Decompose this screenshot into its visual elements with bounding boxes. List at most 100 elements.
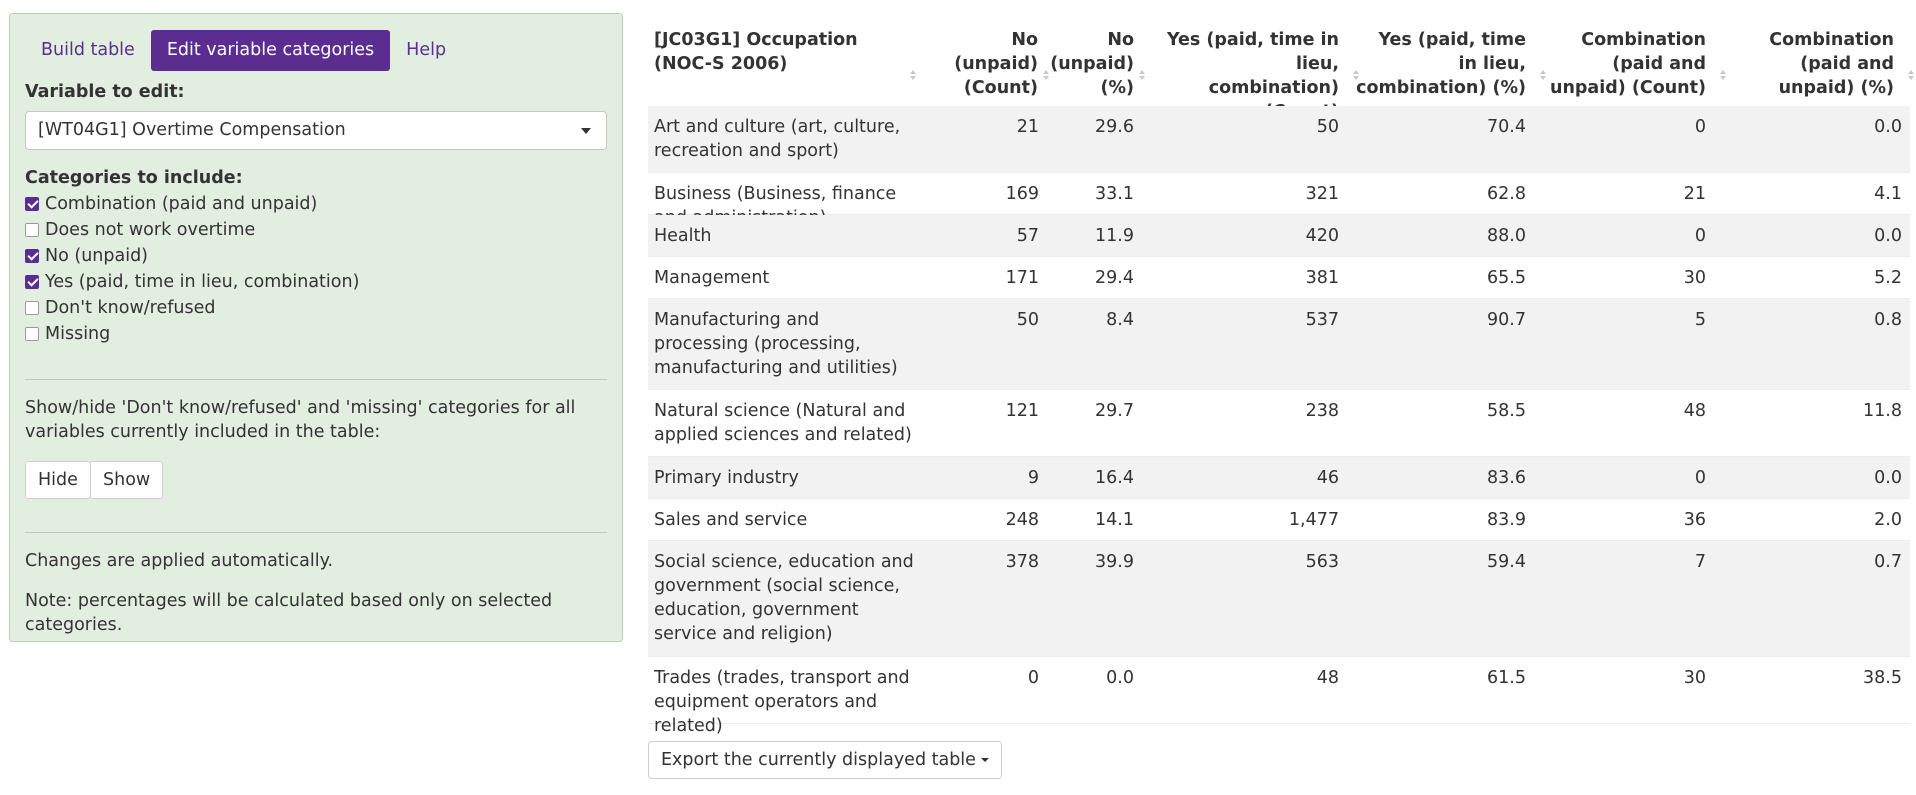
value-cell: 537 xyxy=(1305,310,1339,330)
value-cell: 38.5 xyxy=(1863,668,1902,688)
value-cell: 0 xyxy=(1694,117,1706,137)
value-cell: 0.0 xyxy=(1874,468,1902,488)
value-cell: 50 xyxy=(1316,117,1339,137)
hide-button[interactable]: Hide xyxy=(25,461,91,499)
category-item[interactable]: Missing xyxy=(25,323,110,345)
value-cell: 0.7 xyxy=(1874,552,1902,572)
category-item[interactable]: Yes (paid, time in lieu, combination) xyxy=(25,271,359,293)
tab-build-table[interactable]: Build table xyxy=(41,40,135,60)
column-header-label: [JC03G1] Occupation (NOC-S 2006) xyxy=(654,30,858,74)
table-row: Management 171 29.4 381 65.5 30 5.2 xyxy=(648,257,1910,299)
occupation-cell: Management xyxy=(654,268,770,288)
showhide-text: Show/hide 'Don't know/refused' and 'miss… xyxy=(25,398,576,442)
table-row: Art and culture (art, culture, recreatio… xyxy=(648,106,1910,173)
category-label: Does not work overtime xyxy=(45,220,256,240)
value-cell: 5 xyxy=(1694,310,1706,330)
occupation-cell: Trades (trades, transport and equipment … xyxy=(654,668,910,736)
show-button[interactable]: Show xyxy=(90,461,164,499)
column-header-yes-pct[interactable]: Yes (paid, time in lieu, combination) (%… xyxy=(1354,28,1546,100)
category-item[interactable]: Combination (paid and unpaid) xyxy=(25,193,317,215)
value-cell: 21 xyxy=(1683,184,1706,204)
value-cell: 14.1 xyxy=(1095,510,1134,530)
value-cell: 70.4 xyxy=(1487,117,1526,137)
export-label: Export the currently displayed table xyxy=(661,750,976,770)
column-header-occupation[interactable]: [JC03G1] Occupation (NOC-S 2006) xyxy=(654,28,916,80)
occupation-cell: Social science, education and government… xyxy=(654,552,914,644)
column-header-label: Yes (paid, time in lieu, combination) (%… xyxy=(1356,30,1526,98)
column-header-no-count[interactable]: No (unpaid) (Count) xyxy=(943,28,1049,100)
table-row: Primary industry 9 16.4 46 83.6 0 0.0 xyxy=(648,457,1910,499)
value-cell: 1,477 xyxy=(1288,510,1339,530)
export-table-button[interactable]: Export the currently displayed table xyxy=(648,741,1002,779)
chevron-down-icon xyxy=(581,128,591,134)
column-header-label: Combination (paid and unpaid) (Count) xyxy=(1549,30,1706,98)
category-item[interactable]: No (unpaid) xyxy=(25,245,148,267)
value-cell: 321 xyxy=(1305,184,1339,204)
value-cell: 16.4 xyxy=(1095,468,1134,488)
column-header-combo-pct[interactable]: Combination (paid and unpaid) (%) xyxy=(1728,28,1914,100)
category-checkbox[interactable] xyxy=(25,327,39,341)
auto-apply-note: Changes are applied automatically. xyxy=(25,551,334,571)
value-cell: 58.5 xyxy=(1487,401,1526,421)
occupation-cell: Health xyxy=(654,226,712,246)
value-cell: 0.0 xyxy=(1106,668,1134,688)
value-cell: 48 xyxy=(1316,668,1339,688)
value-cell: 11.8 xyxy=(1863,401,1902,421)
edit-panel: Build table Edit variable categories Hel… xyxy=(9,13,623,642)
category-item[interactable]: Don't know/refused xyxy=(25,297,215,319)
value-cell: 5.2 xyxy=(1874,268,1902,288)
occupation-cell: Manufacturing and processing (processing… xyxy=(654,310,898,378)
column-header-label: No (unpaid) (%) xyxy=(1050,30,1134,98)
occupation-cell: Sales and service xyxy=(654,510,808,530)
value-cell: 62.8 xyxy=(1487,184,1526,204)
category-checkbox[interactable] xyxy=(25,197,39,211)
value-cell: 381 xyxy=(1305,268,1339,288)
percentage-note: Note: percentages will be calculated bas… xyxy=(25,591,553,635)
variable-select[interactable]: [WT04G1] Overtime Compensation xyxy=(25,111,607,150)
table-header: [JC03G1] Occupation (NOC-S 2006) No (unp… xyxy=(648,13,1914,122)
value-cell: 83.9 xyxy=(1487,510,1526,530)
category-checkbox[interactable] xyxy=(25,249,39,263)
category-checkbox[interactable] xyxy=(25,223,39,237)
value-cell: 0.0 xyxy=(1874,117,1902,137)
tab-edit-variable-categories[interactable]: Edit variable categories xyxy=(150,30,391,71)
occupation-cell: Natural science (Natural and applied sci… xyxy=(654,401,912,445)
value-cell: 2.0 xyxy=(1874,510,1902,530)
divider xyxy=(25,379,607,380)
value-cell: 30 xyxy=(1683,268,1706,288)
value-cell: 59.4 xyxy=(1487,552,1526,572)
value-cell: 65.5 xyxy=(1487,268,1526,288)
value-cell: 9 xyxy=(1027,468,1039,488)
category-checkbox[interactable] xyxy=(25,275,39,289)
value-cell: 8.4 xyxy=(1106,310,1134,330)
table-row: Trades (trades, transport and equipment … xyxy=(648,657,1910,736)
value-cell: 39.9 xyxy=(1095,552,1134,572)
value-cell: 0.0 xyxy=(1874,226,1902,246)
value-cell: 4.1 xyxy=(1874,184,1902,204)
table-row: Natural science (Natural and applied sci… xyxy=(648,390,1910,457)
results-table: [JC03G1] Occupation (NOC-S 2006) No (unp… xyxy=(648,13,1914,736)
value-cell: 57 xyxy=(1016,226,1039,246)
value-cell: 29.6 xyxy=(1095,117,1134,137)
tab-help[interactable]: Help xyxy=(406,40,447,60)
value-cell: 248 xyxy=(1005,510,1039,530)
category-label: Yes (paid, time in lieu, combination) xyxy=(45,272,360,292)
value-cell: 30 xyxy=(1683,668,1706,688)
value-cell: 29.4 xyxy=(1095,268,1134,288)
column-header-label: Combination (paid and unpaid) (%) xyxy=(1769,30,1894,98)
column-header-combo-count[interactable]: Combination (paid and unpaid) (Count) xyxy=(1548,28,1726,100)
variable-label: Variable to edit: xyxy=(25,82,185,102)
category-item[interactable]: Does not work overtime xyxy=(25,219,255,241)
value-cell: 121 xyxy=(1005,401,1039,421)
value-cell: 48 xyxy=(1683,401,1706,421)
value-cell: 90.7 xyxy=(1487,310,1526,330)
value-cell: 7 xyxy=(1694,552,1706,572)
category-label: Don't know/refused xyxy=(45,298,216,318)
table-row: Health 57 11.9 420 88.0 0 0.0 xyxy=(648,215,1910,257)
category-checkbox[interactable] xyxy=(25,301,39,315)
column-header-no-pct[interactable]: No (unpaid) (%) xyxy=(1048,28,1145,100)
value-cell: 0 xyxy=(1027,668,1039,688)
value-cell: 0 xyxy=(1694,226,1706,246)
table-body: Art and culture (art, culture, recreatio… xyxy=(648,106,1910,736)
occupation-cell: Primary industry xyxy=(654,468,799,488)
